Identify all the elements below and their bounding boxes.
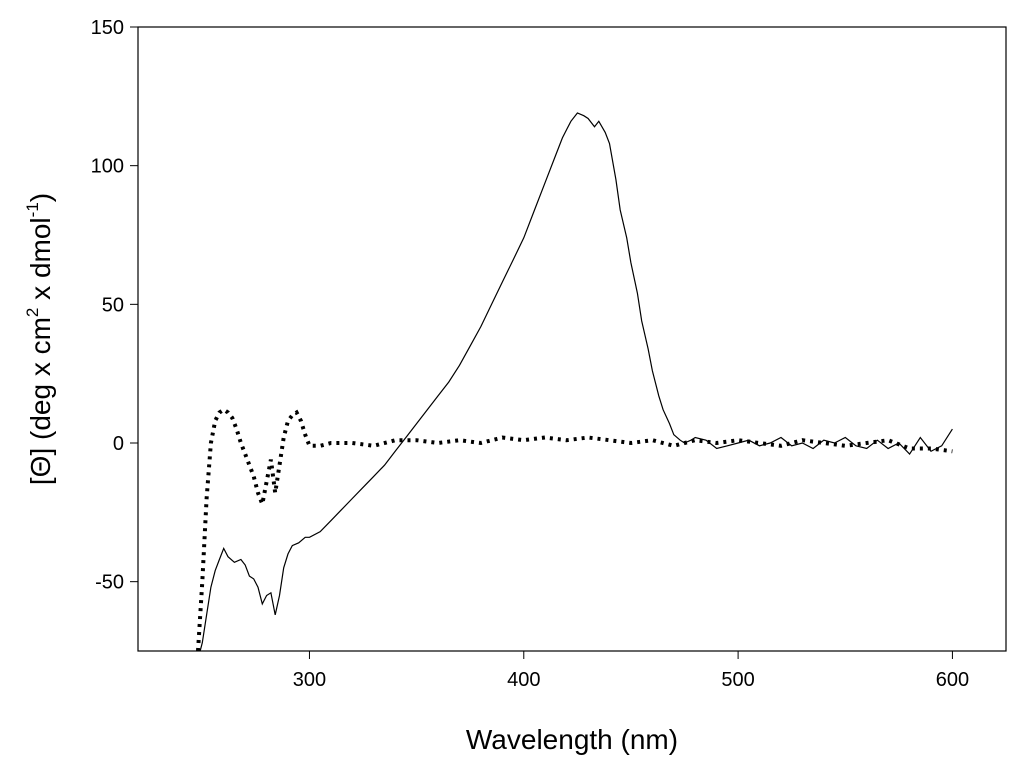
x-tick-label: 400 xyxy=(507,669,540,691)
x-axis-label: Wavelength (nm) xyxy=(466,724,678,755)
series-dotted-line xyxy=(196,407,953,651)
series-layer xyxy=(196,112,953,651)
y-tick-label: 50 xyxy=(102,294,124,316)
x-tick-label: 300 xyxy=(293,669,326,691)
y-tick-label: 100 xyxy=(91,156,124,178)
y-tick-label: -50 xyxy=(95,572,124,594)
y-axis-label: [Θ] (deg x cm2 x dmol-1) xyxy=(23,193,56,485)
y-tick-label: 0 xyxy=(113,433,124,455)
x-tick-label: 500 xyxy=(721,669,754,691)
y-tick-label: 150 xyxy=(91,17,124,39)
tick-layer: 300 400 500 600 -50 0 50 100 150 xyxy=(91,17,969,691)
plot-frame xyxy=(137,26,1007,652)
series-solid-line xyxy=(199,112,953,651)
x-tick-label: 600 xyxy=(936,669,969,691)
